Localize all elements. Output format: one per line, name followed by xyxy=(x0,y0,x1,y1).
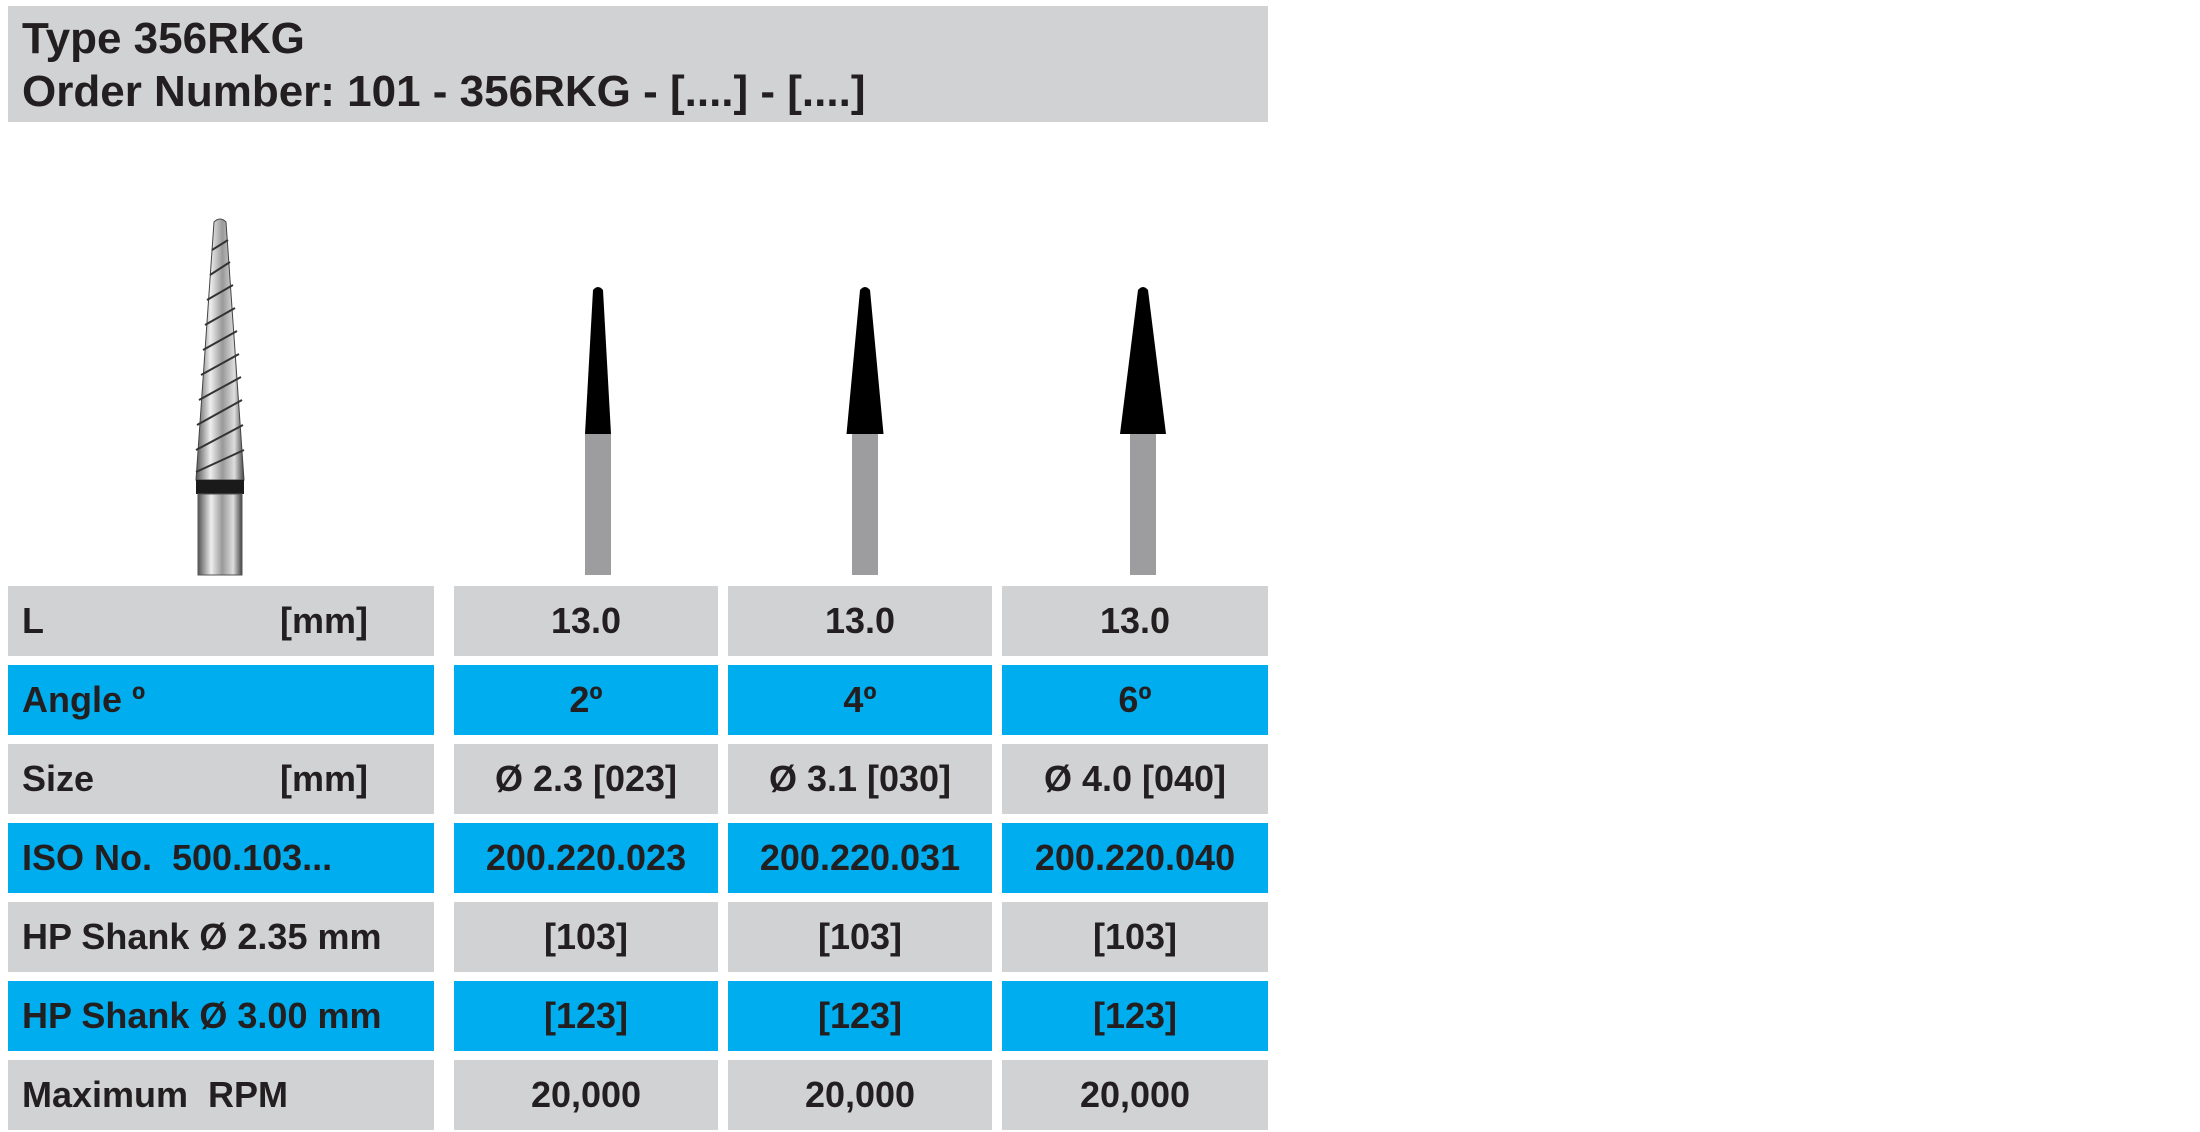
value-cell: 20,000 xyxy=(728,1060,992,1130)
header: Type 356RKG Order Number: 101 - 356RKG -… xyxy=(8,6,1268,122)
value-cell: 200.220.040 xyxy=(1002,823,1268,893)
row-label: ISO No. 500.103... xyxy=(8,823,434,893)
value-cell: 200.220.023 xyxy=(454,823,718,893)
value-cell: [103] xyxy=(454,902,718,972)
value-cell: Ø 3.1 [030] xyxy=(728,744,992,814)
title: Type 356RKG xyxy=(22,14,305,63)
row-label: HP Shank Ø 3.00 mm xyxy=(8,981,434,1051)
value-cell: [123] xyxy=(728,981,992,1051)
value-cell: [103] xyxy=(728,902,992,972)
bur-photo xyxy=(195,218,245,576)
value-cell: Ø 4.0 [040] xyxy=(1002,744,1268,814)
illustrations xyxy=(195,218,1166,576)
unit: [mm] xyxy=(280,758,368,799)
label-text: HP Shank Ø 2.35 mm xyxy=(22,916,382,957)
tool-silhouette xyxy=(585,287,611,575)
label-text: ISO No. 500.103... xyxy=(22,837,333,878)
value-cell: 13.0 xyxy=(728,586,992,656)
row-label: Angle º xyxy=(8,665,434,735)
tool-silhouette xyxy=(846,287,884,575)
label-text: HP Shank Ø 3.00 mm xyxy=(22,995,382,1036)
value-cell: Ø 2.3 [023] xyxy=(454,744,718,814)
value-cell: 20,000 xyxy=(1002,1060,1268,1130)
label-text: L xyxy=(22,600,44,641)
row-label: L [mm] xyxy=(8,586,434,656)
label-text: Angle º xyxy=(22,679,146,720)
value-cell: 4º xyxy=(728,665,992,735)
value-cell: 6º xyxy=(1002,665,1268,735)
value-cell: [123] xyxy=(1002,981,1268,1051)
unit: [mm] xyxy=(280,600,368,641)
order-number: Order Number: 101 - 356RKG - [....] - [.… xyxy=(22,67,866,116)
row-label: Maximum RPM xyxy=(8,1060,434,1130)
label-text: Maximum RPM xyxy=(22,1074,289,1115)
row-label: HP Shank Ø 2.35 mm xyxy=(8,902,434,972)
value-cell: 13.0 xyxy=(1002,586,1268,656)
value-cell: [103] xyxy=(1002,902,1268,972)
value-cell: 13.0 xyxy=(454,586,718,656)
tool-silhouette xyxy=(1120,287,1166,575)
value-cell: 20,000 xyxy=(454,1060,718,1130)
value-cell: 2º xyxy=(454,665,718,735)
row-label: Size [mm] xyxy=(8,744,434,814)
value-cell: 200.220.031 xyxy=(728,823,992,893)
value-cell: [123] xyxy=(454,981,718,1051)
label-text: Size xyxy=(22,758,95,799)
